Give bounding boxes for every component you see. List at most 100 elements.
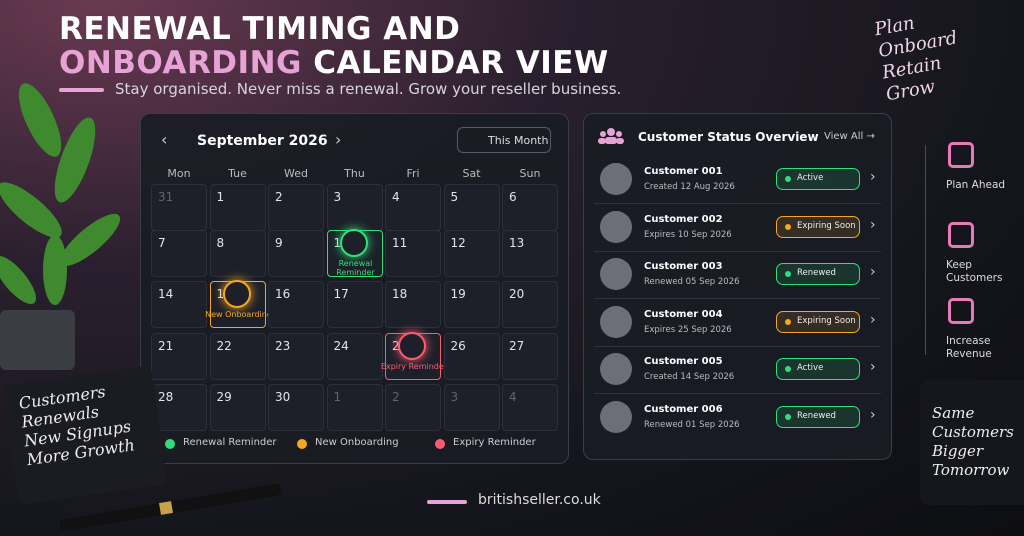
day-cell[interactable]: 9 [268,230,324,277]
day-cell[interactable]: 22 [209,333,266,380]
day-cell[interactable]: 28 [151,384,207,431]
day-cell[interactable]: 20 [502,281,558,328]
day-cell[interactable]: 2 [268,184,324,231]
accent-bar [427,500,467,504]
day-cell[interactable]: 30 [268,384,324,431]
day-number: 19 [450,287,466,301]
day-cell[interactable]: 26 [443,333,500,380]
customer-row[interactable]: Customer 006 Renewed 01 Sep 2026 Renewed › [594,395,881,441]
day-number: 31 [158,190,174,204]
day-cell[interactable]: 1 [209,184,266,231]
chevron[interactable]: › [870,311,876,328]
chevron[interactable]: › [870,216,876,233]
day-number: 1 [333,390,342,404]
weekday-label: Wed [284,167,308,180]
sidebar-label: Increase Revenue [946,335,992,360]
title-line: ONBOARDING CALENDAR VIEW [59,46,609,80]
day-cell[interactable]: 14 [151,281,207,328]
status-pill: Active [776,358,860,380]
status-label: Renewed [797,410,836,421]
note-line: Tomorrow [932,461,1010,479]
customer-detail: Created 12 Aug 2026 [644,182,735,192]
day-number: 3 [450,390,459,404]
event-icon [339,229,368,257]
avatar [600,400,632,433]
link-text: View All [824,131,864,142]
day-cell[interactable]: 29 [209,384,266,431]
customer-detail: Expires 25 Sep 2026 [644,324,732,335]
avatar [600,258,632,290]
day-cell[interactable]: 11 [385,230,441,277]
event-label: New Onboarding [205,310,272,319]
day-cell[interactable]: 7 [151,230,207,277]
day-number: 1 [216,190,225,204]
status-dot [785,413,791,420]
divider [925,145,926,355]
day-cell[interactable]: 4 [502,384,558,431]
event-icon [398,332,426,360]
customer-row[interactable]: Customer 002 Expires 10 Sep 2026 Expiring … [594,205,881,252]
day-number: 4 [509,390,517,404]
day-number: 22 [216,339,232,353]
users-icon [598,128,624,144]
next-arrow[interactable]: › [335,130,342,149]
chevron[interactable]: › [870,406,876,423]
day-cell[interactable]: 3 [443,384,500,431]
title-rest: CALENDAR VIEW [313,45,609,81]
customer-detail: Renewed 01 Sep 2026 [644,419,740,430]
day-cell[interactable]: 27 [502,333,558,380]
avatar [600,163,632,195]
event-icon [222,280,251,308]
legend-label: New Onboarding [315,437,399,448]
customer-row[interactable]: Customer 004 Expires 25 Sep 2026 Expiring … [594,300,881,347]
day-cell[interactable]: 25Expiry Reminder [381,332,447,380]
day-cell[interactable]: 4 [385,184,441,231]
day-cell[interactable]: 15New Onboarding [205,280,272,328]
day-cell[interactable]: 23 [268,333,324,380]
this-month-button[interactable]: This Month [457,127,551,153]
day-cell[interactable]: 8 [209,230,266,277]
event-label: Renewal Reminder [336,259,375,277]
customer-detail: Expires 10 Sep 2026 [644,229,732,240]
day-cell[interactable]: 13 [502,230,558,277]
mug: Same Customers Bigger Tomorrow [920,380,1024,505]
day-cell[interactable]: 6 [502,184,558,231]
customer-row[interactable]: Customer 003 Renewed 05 Sep 2026 Renewed › [594,252,881,299]
day-number: 21 [158,339,174,353]
customer-name: Customer 001 [644,166,723,177]
view-all-link[interactable]: View All → [824,131,875,142]
day-cell[interactable]: 10Renewal Reminder [326,229,383,277]
legend-label: Renewal Reminder [183,437,277,448]
day-cell[interactable]: 5 [443,184,500,231]
day-cell[interactable]: 2 [385,384,441,431]
chevron[interactable]: › [870,264,876,280]
day-number: 18 [392,287,408,301]
day-cell[interactable]: 31 [151,184,207,231]
day-cell[interactable]: 21 [151,333,207,380]
day-cell[interactable]: 18 [385,281,441,328]
day-cell[interactable]: 19 [443,281,500,328]
weekday-label: Thu [344,167,365,180]
note-line: Same [932,404,975,422]
chevron[interactable]: › [870,169,876,185]
sidebar-icon [948,142,974,168]
day-cell[interactable]: 17 [326,281,383,328]
day-cell[interactable]: 24 [326,333,383,380]
day-number: 20 [509,287,525,301]
avatar [600,353,632,385]
chevron[interactable]: › [870,359,876,375]
weekday-label: Sat [462,167,481,180]
customer-row[interactable]: Customer 001 Created 12 Aug 2026 Active › [594,157,881,204]
customer-name: Customer 004 [644,308,723,320]
status-dot [785,271,791,277]
day-cell[interactable]: 12 [443,230,500,277]
footer-url: britishseller.co.uk [478,492,601,508]
customer-row[interactable]: Customer 005 Created 14 Sep 2026 Active › [594,347,881,394]
day-cell[interactable]: 3 [326,184,383,231]
day-cell[interactable]: 1 [326,384,383,431]
status-label: Active [797,363,824,373]
avatar [600,305,632,338]
prev-arrow[interactable]: ‹ [161,130,168,149]
day-cell[interactable]: 16 [268,281,324,328]
